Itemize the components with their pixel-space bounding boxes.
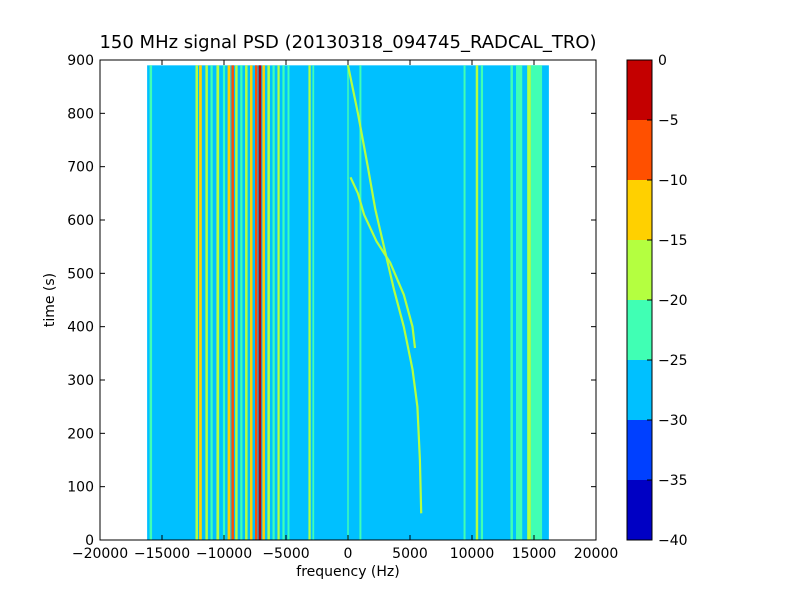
x-axis-label: frequency (Hz): [296, 564, 399, 580]
signal-line-22: [312, 65, 315, 540]
y-tick-label: 200: [67, 426, 94, 442]
signal-line-25: [463, 65, 466, 540]
signal-line-18: [277, 65, 280, 540]
signal-line-16: [267, 65, 270, 540]
signal-line-0: [149, 65, 153, 540]
signal-line-10: [240, 65, 243, 540]
signal-line-6: [222, 65, 226, 540]
colorbar-tick-label: 0: [658, 53, 667, 69]
x-tick-label: −15000: [134, 546, 190, 562]
colorbar-tick-label: −20: [658, 293, 688, 309]
colorbar-band-3: [627, 300, 652, 360]
colorbar-tick-label: −40: [658, 533, 688, 549]
x-tick-label: 5000: [392, 546, 428, 562]
doppler-track-0: [346, 65, 423, 514]
signal-line-27: [480, 65, 484, 540]
colorbar-tick-label: −35: [658, 473, 688, 489]
signal-line-2: [199, 65, 202, 540]
signal-line-29: [516, 65, 523, 540]
colorbar-band-4: [627, 240, 652, 300]
doppler-track-1: [349, 176, 417, 349]
signal-line-20: [287, 65, 290, 540]
colorbar-band-6: [627, 120, 652, 180]
signal-line-31: [530, 65, 543, 540]
colorbar-band-2: [627, 360, 652, 420]
y-tick-label: 500: [67, 266, 94, 282]
signal-line-12: [250, 65, 253, 540]
x-tick-label: 20000: [574, 546, 619, 562]
x-tick-label: 15000: [512, 546, 557, 562]
y-tick-label: 600: [67, 213, 94, 229]
colorbar-tick-label: −15: [658, 233, 688, 249]
colorbar: [627, 60, 652, 540]
y-tick-label: 400: [67, 320, 94, 336]
signal-line-30: [527, 65, 531, 540]
y-tick-label: 100: [67, 480, 94, 496]
x-tick-label: 0: [344, 546, 353, 562]
colorbar-tick-label: −10: [658, 173, 688, 189]
signal-line-4: [210, 65, 213, 540]
colorbar-ticks: 0 −5 −10 −15 −20 −25 −30 −35 −40: [647, 53, 688, 549]
signal-line-28: [510, 65, 513, 540]
colorbar-tick-label: −25: [658, 353, 688, 369]
colorbar-tick-label: −30: [658, 413, 688, 429]
heatmap-content: [147, 65, 549, 540]
colorbar-band-0: [627, 480, 652, 540]
chart-title: 150 MHz signal PSD (20130318_094745_RADC…: [99, 32, 596, 53]
signal-line-15: [262, 65, 265, 540]
signal-line-17: [272, 65, 275, 540]
x-tick-label: −5000: [262, 546, 309, 562]
y-tick-label: 700: [67, 160, 94, 176]
signal-line-3: [205, 65, 208, 540]
signal-line-23: [347, 65, 349, 540]
y-axis-label: time (s): [42, 273, 58, 327]
colorbar-band-5: [627, 180, 652, 240]
colorbar-tick-label: −5: [658, 113, 679, 129]
signal-line-21: [308, 65, 311, 540]
signal-line-7: [227, 65, 231, 540]
signal-line-11: [245, 65, 248, 540]
colorbar-band-7: [627, 60, 652, 120]
y-axis: 0 100 200 300 400 500 600 700 800 900: [67, 53, 596, 549]
signal-line-14: [258, 65, 262, 540]
x-tick-label: 10000: [450, 546, 495, 562]
signal-line-9: [235, 65, 238, 540]
signal-line-1: [195, 65, 198, 540]
x-axis: −20000 −15000 −10000 −5000 0 5000 10000 15000 20…: [72, 60, 618, 562]
y-tick-label: 300: [67, 373, 94, 389]
signal-line-13: [255, 65, 258, 540]
signal-line-26: [475, 65, 479, 540]
colorbar-band-1: [627, 420, 652, 480]
y-tick-label: 0: [85, 533, 94, 549]
y-tick-label: 900: [67, 53, 94, 69]
signal-line-8: [231, 65, 234, 540]
signal-line-24: [359, 65, 362, 540]
x-tick-label: −20000: [72, 546, 128, 562]
signal-line-19: [282, 65, 285, 540]
y-tick-label: 800: [67, 106, 94, 122]
x-tick-label: −10000: [196, 546, 252, 562]
signal-line-5: [216, 65, 220, 540]
